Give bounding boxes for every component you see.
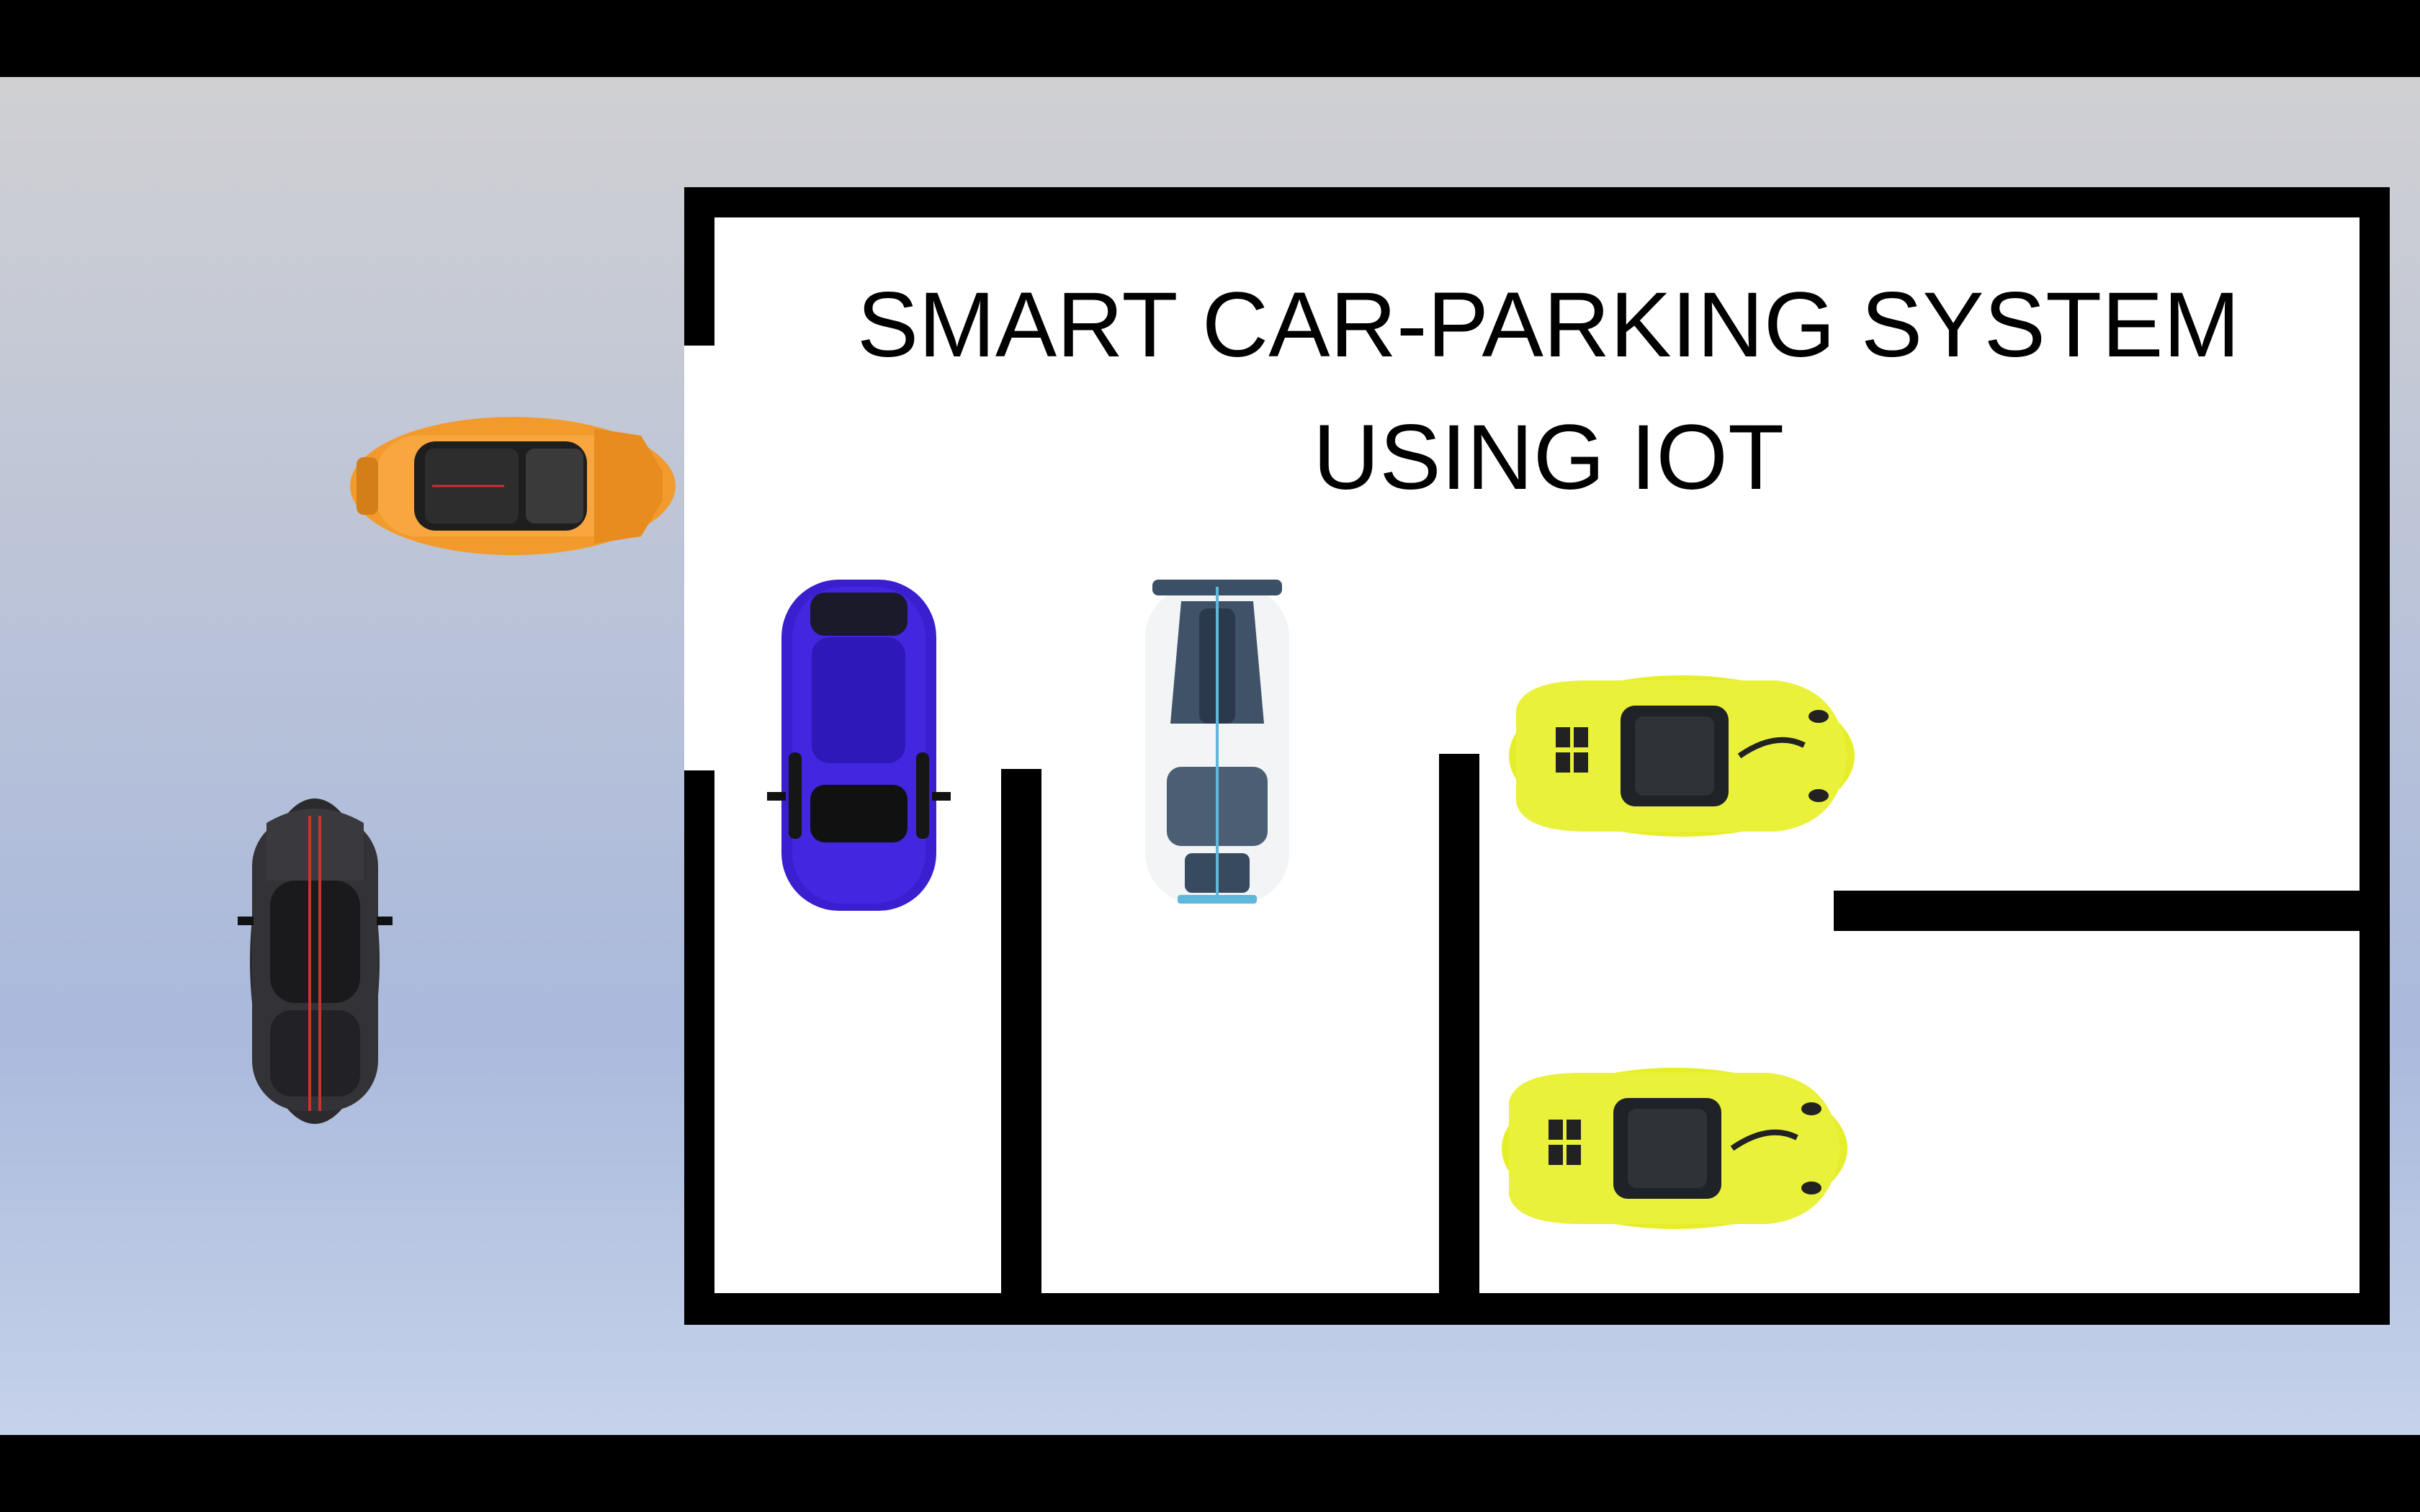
bay-divider-1 bbox=[1001, 769, 1041, 1296]
page-title: SMART CAR-PARKING SYSTEM USING IOT bbox=[778, 259, 2319, 524]
yellow-car-1 bbox=[1509, 675, 1855, 837]
wall-left-lower bbox=[684, 770, 714, 1325]
wall-left-upper bbox=[684, 187, 714, 346]
wall-top bbox=[684, 187, 2390, 217]
white-car bbox=[1145, 580, 1289, 904]
letterbox-bottom bbox=[0, 1435, 2420, 1512]
title-line-2: USING IOT bbox=[1312, 406, 1785, 509]
letterbox-top bbox=[0, 0, 2420, 77]
black-car bbox=[238, 798, 393, 1124]
bay-divider-2 bbox=[1439, 754, 1479, 1296]
wall-right bbox=[2360, 187, 2390, 1325]
yellow-car-2 bbox=[1502, 1068, 1847, 1229]
wall-bottom bbox=[684, 1293, 2390, 1325]
title-line-1: SMART CAR-PARKING SYSTEM bbox=[856, 274, 2241, 377]
orange-car bbox=[350, 417, 676, 555]
blue-car bbox=[767, 580, 951, 911]
bay-divider-horizontal bbox=[1834, 891, 2367, 931]
